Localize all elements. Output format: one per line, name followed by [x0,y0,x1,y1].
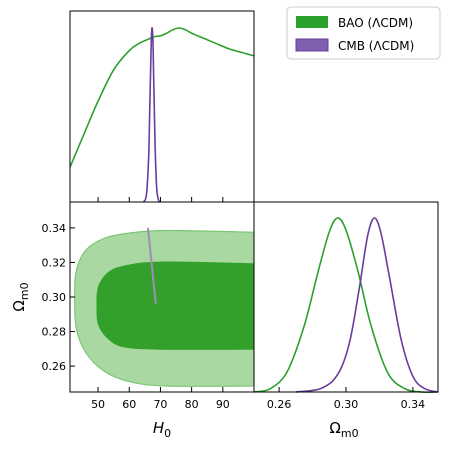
y-tick-label: 0.34 [42,222,67,235]
joint-y-ticks: 0.26 0.28 0.30 0.32 0.34 [42,222,75,373]
x-tick-label: 80 [185,398,199,411]
x-tick-label: 50 [91,398,105,411]
legend: BAO (ΛCDM) CMB (ΛCDM) [286,6,441,60]
x-axis-label-om: Ωm0 [329,419,358,440]
h0-posterior-panel [69,10,255,203]
cmb-contour-track [146,227,157,305]
x-tick-label: 90 [216,398,230,411]
x-tick-label: 70 [153,398,167,411]
legend-label-cmb: CMB (ΛCDM) [338,39,414,53]
bao-1sigma-contour [96,261,254,350]
om-x-tick-label: 0.30 [334,398,359,411]
joint-x-ticks: 50 60 70 80 90 [91,387,230,411]
x-axis-label-h0: H0 [153,419,171,440]
h0-posterior-frame [69,10,255,203]
y-tick-label: 0.28 [42,326,67,339]
h0-cmb-curve [142,27,161,203]
om-bao-curve [253,217,439,394]
legend-swatch-cmb [295,38,329,52]
legend-swatch-bao [296,16,328,28]
om-posterior-panel: 0.26 0.30 0.34 Ωm0 [253,201,439,440]
y-axis-label-om: Ωm0 [10,282,31,311]
om-x-tick-label: 0.26 [267,398,292,411]
om-cmb-curve [295,217,439,393]
y-tick-label: 0.26 [42,360,67,373]
om-x-tick-label: 0.34 [401,398,426,411]
legend-label-bao: BAO (ΛCDM) [338,16,413,30]
y-tick-label: 0.30 [42,291,67,304]
h0-bao-curve [69,27,255,168]
y-tick-label: 0.32 [42,256,67,269]
om-x-ticks: 0.26 0.30 0.34 [267,387,425,411]
joint-posterior-panel: 0.26 0.28 0.30 0.32 0.34 50 60 70 80 90 Ωm0 H0 [10,201,255,440]
x-tick-label: 60 [122,398,136,411]
